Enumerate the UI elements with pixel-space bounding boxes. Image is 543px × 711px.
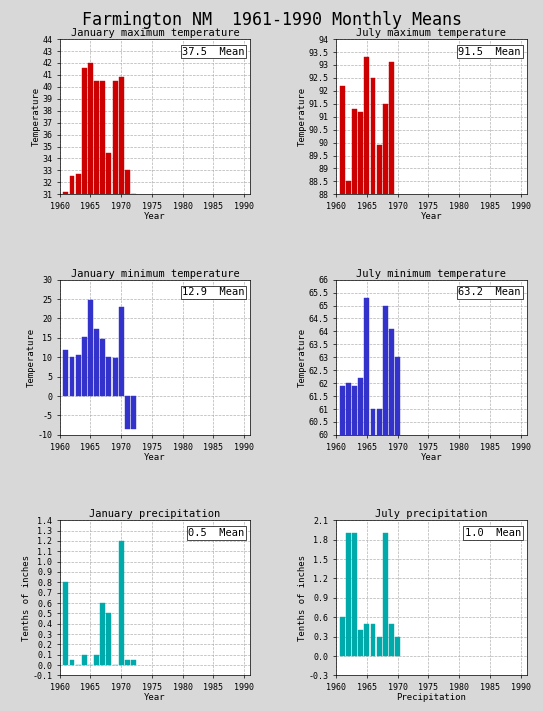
Text: 1.0  Mean: 1.0 Mean: [465, 528, 521, 538]
Bar: [75, 174, 80, 565]
Bar: [100, 338, 105, 396]
Bar: [131, 194, 136, 565]
Bar: [352, 533, 357, 656]
Y-axis label: Temperature: Temperature: [298, 87, 307, 146]
Bar: [383, 306, 388, 711]
Bar: [64, 350, 68, 396]
Y-axis label: Temperature: Temperature: [31, 87, 41, 146]
Y-axis label: Temperature: Temperature: [27, 328, 36, 387]
Title: January precipitation: January precipitation: [90, 510, 220, 520]
Bar: [346, 533, 351, 656]
Bar: [70, 356, 74, 396]
Bar: [119, 77, 124, 565]
Bar: [340, 85, 345, 711]
Bar: [370, 409, 375, 711]
Bar: [112, 81, 117, 565]
Text: 91.5  Mean: 91.5 Mean: [458, 47, 521, 57]
Text: 0.5  Mean: 0.5 Mean: [188, 528, 244, 538]
Bar: [70, 660, 74, 665]
Bar: [88, 63, 93, 565]
Bar: [119, 541, 124, 665]
X-axis label: Year: Year: [421, 453, 442, 462]
Text: 12.9  Mean: 12.9 Mean: [182, 287, 244, 297]
Bar: [131, 660, 136, 665]
Bar: [94, 329, 99, 396]
Title: July precipitation: July precipitation: [375, 510, 488, 520]
X-axis label: Year: Year: [144, 213, 166, 221]
Bar: [70, 176, 74, 565]
X-axis label: Precipitation: Precipitation: [396, 693, 466, 702]
Bar: [82, 68, 87, 565]
Bar: [131, 396, 136, 429]
Bar: [94, 655, 99, 665]
Title: January maximum temperature: January maximum temperature: [71, 28, 239, 38]
Bar: [106, 358, 111, 396]
Title: July maximum temperature: July maximum temperature: [356, 28, 507, 38]
Bar: [395, 636, 400, 656]
Bar: [370, 624, 375, 656]
Bar: [352, 386, 357, 711]
Bar: [82, 655, 87, 665]
Bar: [340, 386, 345, 711]
Bar: [75, 355, 80, 396]
Bar: [94, 81, 99, 565]
Bar: [377, 409, 382, 711]
Bar: [364, 624, 369, 656]
Bar: [64, 582, 68, 665]
Bar: [370, 78, 375, 711]
Bar: [125, 660, 130, 665]
Bar: [358, 630, 363, 656]
Bar: [364, 57, 369, 711]
Bar: [100, 81, 105, 565]
X-axis label: Year: Year: [144, 453, 166, 462]
Bar: [377, 145, 382, 711]
X-axis label: Year: Year: [421, 213, 442, 221]
Title: July minimum temperature: July minimum temperature: [356, 269, 507, 279]
Bar: [358, 378, 363, 711]
Y-axis label: Tenths of inches: Tenths of inches: [22, 555, 31, 641]
Bar: [125, 396, 130, 429]
Bar: [64, 192, 68, 565]
Bar: [383, 533, 388, 656]
Y-axis label: Tenths of inches: Tenths of inches: [298, 555, 307, 641]
Bar: [389, 624, 394, 656]
Bar: [100, 603, 105, 665]
Bar: [377, 636, 382, 656]
Bar: [395, 358, 400, 711]
Bar: [346, 181, 351, 711]
Bar: [88, 300, 93, 396]
Title: January minimum temperature: January minimum temperature: [71, 269, 239, 279]
Bar: [346, 383, 351, 711]
Bar: [106, 614, 111, 665]
Bar: [119, 307, 124, 396]
Text: Farmington NM  1961-1990 Monthly Means: Farmington NM 1961-1990 Monthly Means: [81, 11, 462, 28]
Bar: [340, 617, 345, 656]
Y-axis label: Temperature: Temperature: [298, 328, 307, 387]
Text: 63.2  Mean: 63.2 Mean: [458, 287, 521, 297]
Bar: [383, 104, 388, 711]
Bar: [112, 358, 117, 396]
Bar: [82, 337, 87, 396]
Bar: [364, 298, 369, 711]
X-axis label: Year: Year: [144, 693, 166, 702]
Bar: [352, 109, 357, 711]
Bar: [125, 171, 130, 565]
Text: 37.5  Mean: 37.5 Mean: [182, 47, 244, 57]
Bar: [389, 63, 394, 711]
Bar: [358, 112, 363, 711]
Bar: [389, 328, 394, 711]
Bar: [106, 153, 111, 565]
